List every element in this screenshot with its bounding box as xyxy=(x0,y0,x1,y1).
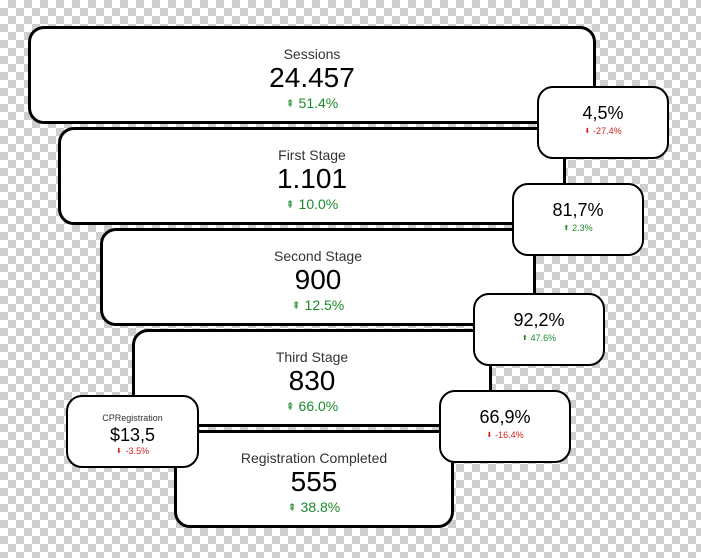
cp-registration-badge: CPRegistration $13,5 ⬇ -3.5% xyxy=(66,395,199,468)
funnel-stage-second: Second Stage 900 ⇞ 12.5% xyxy=(100,228,536,326)
arrow-up-icon: ⇞ xyxy=(291,300,301,312)
stage-change-value: 12.5% xyxy=(304,297,345,313)
stage-label: Registration Completed xyxy=(240,450,388,466)
conversion-rate-badge: 81,7% ⬆ 2.3% xyxy=(512,183,644,256)
cp-registration-change-value: -3.5% xyxy=(125,446,150,456)
arrow-down-icon: ⬇ xyxy=(486,432,493,439)
conversion-rate-change: ⬆ 2.3% xyxy=(514,222,642,235)
stage-label: Second Stage xyxy=(274,248,362,264)
conversion-rate-change: ⬆ 47.6% xyxy=(475,332,603,345)
stage-label: Sessions xyxy=(283,46,341,62)
cp-registration-value: $13,5 xyxy=(109,425,156,445)
arrow-up-icon: ⬆ xyxy=(521,335,528,342)
stage-change-value: 66.0% xyxy=(298,398,339,414)
conversion-rate-value: 92,2% xyxy=(513,310,565,330)
conversion-rate-change-value: 47.6% xyxy=(530,333,557,343)
conversion-rate-change-value: 2.3% xyxy=(572,223,593,233)
cp-registration-change: ⬇ -3.5% xyxy=(68,445,197,458)
conversion-rate-value: 66,9% xyxy=(479,407,531,427)
conversion-rate-badge: 4,5% ⬇ -27.4% xyxy=(537,86,669,159)
conversion-rate-badge: 92,2% ⬆ 47.6% xyxy=(473,293,605,366)
conversion-rate-change-value: -27.4% xyxy=(593,126,622,136)
stage-change-value: 10.0% xyxy=(298,196,339,212)
stage-change: ⇞ 10.0% xyxy=(61,195,563,214)
cp-registration-label: CPRegistration xyxy=(102,413,163,423)
stage-value: 900 xyxy=(294,264,342,295)
stage-value: 555 xyxy=(290,466,338,497)
arrow-up-icon: ⇞ xyxy=(285,98,295,110)
stage-value: 830 xyxy=(288,365,336,396)
stage-value: 1.101 xyxy=(276,163,348,194)
stage-label: First Stage xyxy=(278,147,346,163)
stage-change: ⇞ 66.0% xyxy=(135,397,489,416)
arrow-up-icon: ⇞ xyxy=(285,401,295,413)
funnel-stage-registration-completed: Registration Completed 555 ⇞ 38.8% xyxy=(174,430,454,528)
stage-change-value: 38.8% xyxy=(300,499,341,515)
arrow-up-icon: ⇞ xyxy=(287,502,297,514)
arrow-down-icon: ⬇ xyxy=(115,448,122,455)
conversion-rate-value: 4,5% xyxy=(582,103,624,123)
arrow-down-icon: ⬇ xyxy=(584,128,591,135)
stage-change-value: 51.4% xyxy=(298,95,339,111)
stage-change: ⇞ 38.8% xyxy=(177,498,451,517)
stage-value: 24.457 xyxy=(269,62,355,93)
stage-label: Third Stage xyxy=(275,349,349,365)
conversion-rate-badge: 66,9% ⬇ -16.4% xyxy=(439,390,571,463)
funnel-stage-first: First Stage 1.101 ⇞ 10.0% xyxy=(58,127,566,225)
stage-change: ⇞ 12.5% xyxy=(103,296,533,315)
conversion-rate-value: 81,7% xyxy=(552,200,604,220)
funnel-stage-sessions: Sessions 24.457 ⇞ 51.4% xyxy=(28,26,596,124)
conversion-rate-change: ⬇ -16.4% xyxy=(441,429,569,442)
conversion-rate-change: ⬇ -27.4% xyxy=(539,125,667,138)
arrow-up-icon: ⬆ xyxy=(563,225,570,232)
conversion-rate-change-value: -16.4% xyxy=(495,430,524,440)
arrow-up-icon: ⇞ xyxy=(285,199,295,211)
stage-change: ⇞ 51.4% xyxy=(31,94,593,113)
